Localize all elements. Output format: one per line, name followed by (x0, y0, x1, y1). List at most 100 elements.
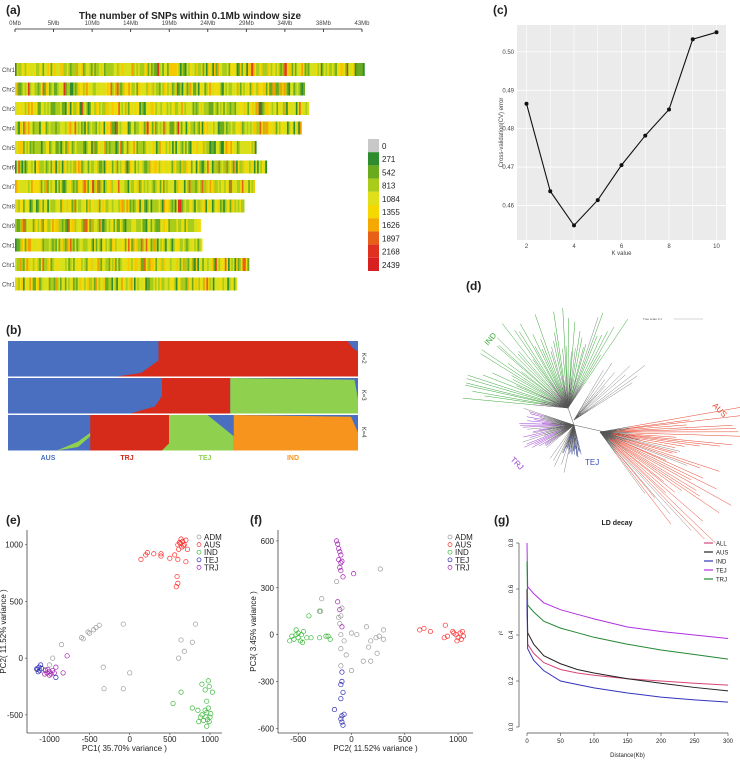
snp-window (71, 141, 74, 154)
cv-error-point (524, 101, 529, 106)
ind-point (206, 683, 212, 690)
snp-window (253, 160, 256, 174)
legend-label: 2168 (382, 248, 400, 257)
snp-window (129, 180, 132, 193)
snp-window (125, 63, 127, 76)
snp-window (149, 63, 152, 76)
snp-window (78, 82, 81, 96)
aus-point (441, 635, 447, 641)
snp-window (178, 102, 180, 115)
snp-window (217, 277, 220, 291)
snp-window (242, 102, 245, 115)
adm-point (85, 629, 91, 635)
snp-window (71, 258, 74, 271)
snp-window (192, 199, 195, 213)
snp-window (206, 141, 209, 154)
snp-window (124, 199, 127, 213)
trj-point (337, 564, 343, 571)
snp-window (268, 63, 271, 76)
ind-point (301, 628, 307, 635)
snp-window (16, 277, 19, 291)
adm-point (363, 624, 369, 630)
snp-window (178, 238, 180, 252)
snp-window (81, 160, 84, 174)
snp-window (23, 102, 25, 115)
snp-window (144, 258, 147, 271)
snp-window (108, 258, 111, 271)
ind-branch (512, 379, 548, 398)
snp-window (100, 102, 103, 115)
snp-window (159, 180, 162, 193)
snp-window (196, 180, 199, 193)
snp-window (175, 63, 178, 76)
snp-window (37, 219, 40, 232)
snp-window (191, 141, 194, 154)
snp-window (56, 160, 59, 174)
snp-window (176, 63, 179, 76)
snp-window (53, 102, 56, 115)
snp-window (174, 102, 177, 115)
ancestry-green (57, 432, 91, 451)
snp-window (106, 277, 109, 291)
snp-window (146, 121, 149, 135)
x-tick-label: 1000 (449, 735, 467, 744)
snp-window (112, 63, 114, 76)
snp-window (247, 102, 250, 115)
snp-window (19, 102, 22, 115)
snp-window (66, 180, 69, 193)
y-tick-label: -300 (258, 677, 275, 686)
snp-window (236, 141, 239, 154)
admixed-branch (561, 442, 569, 465)
snp-window (215, 102, 218, 115)
snp-window (126, 63, 129, 76)
tej-branch (577, 440, 582, 455)
snp-window (132, 277, 135, 291)
snp-window (298, 63, 301, 76)
snp-window (57, 63, 59, 76)
snp-window (103, 238, 106, 252)
snp-window (92, 258, 95, 271)
snp-window (71, 102, 74, 115)
snp-window (187, 160, 190, 174)
snp-window (174, 277, 177, 291)
snp-window (178, 141, 181, 154)
snp-window (29, 141, 32, 154)
snp-window (239, 199, 242, 213)
snp-window (55, 199, 58, 213)
snp-window (171, 102, 174, 115)
snp-window (122, 180, 125, 193)
trj-point (338, 560, 344, 566)
adm-point (46, 662, 53, 668)
snp-window (194, 238, 197, 252)
x-tick-label: 500 (398, 735, 412, 744)
x-axis-label: Distance(Kb) (610, 753, 645, 759)
snp-window (148, 199, 151, 213)
snp-window (194, 141, 197, 154)
snp-window (39, 258, 42, 271)
snp-window (131, 82, 134, 96)
snp-window (84, 238, 87, 252)
snp-window (136, 141, 139, 154)
ind-branch (571, 347, 584, 393)
snp-window (150, 160, 153, 174)
aus-branch (615, 439, 717, 490)
snp-window (163, 160, 166, 174)
y-tick-label: 0.46 (502, 203, 514, 209)
snp-window (186, 141, 189, 154)
snp-window (194, 82, 197, 96)
snp-window (262, 121, 265, 135)
snp-window (110, 238, 113, 252)
snp-window (51, 180, 54, 193)
snp-window (121, 121, 124, 135)
snp-window (48, 238, 51, 252)
snp-window (278, 121, 281, 135)
snp-window (142, 258, 145, 271)
group-label: AUS (41, 455, 56, 462)
snp-window (65, 199, 67, 213)
snp-window (117, 180, 120, 193)
ind-branch (562, 348, 567, 388)
snp-window (261, 121, 264, 135)
snp-window (218, 102, 221, 115)
snp-window (115, 219, 117, 232)
snp-window (42, 82, 45, 96)
